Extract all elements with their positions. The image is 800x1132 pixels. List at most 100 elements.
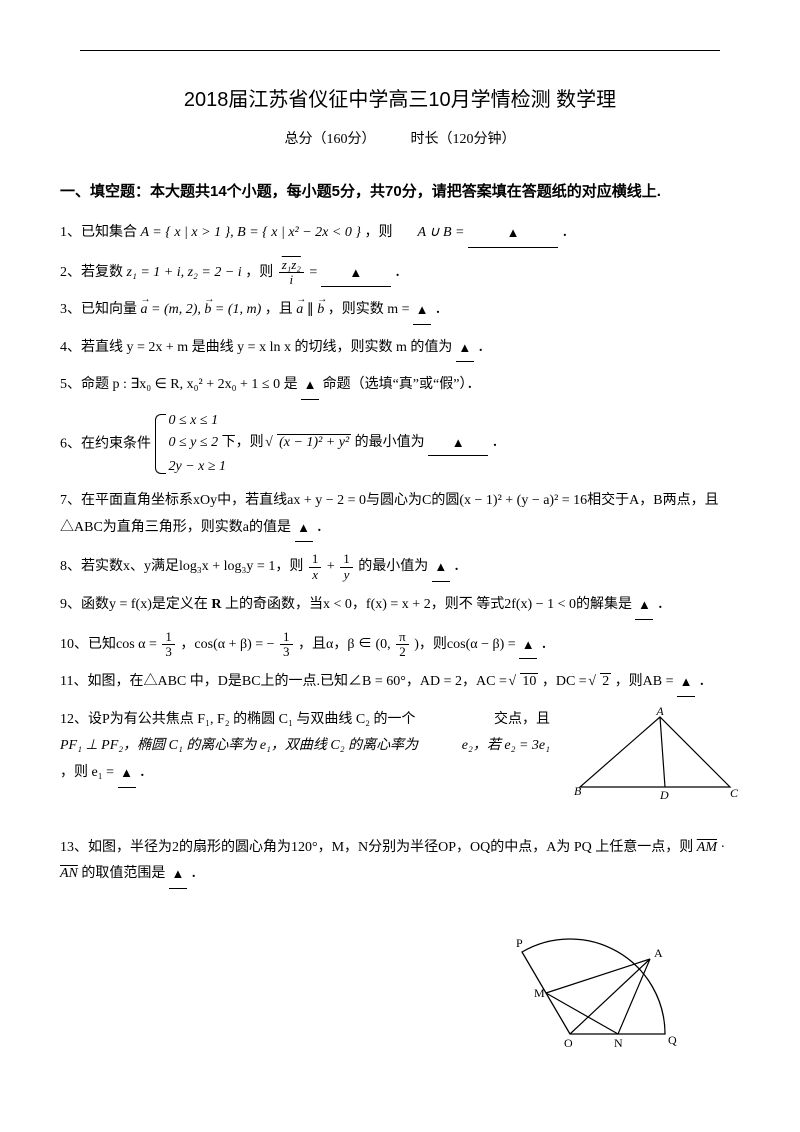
question-5: 5、命题 p : ∃x₀ ∈ R, x₀² + 2x₀ + 1 ≤ 0 是 ▲ …: [60, 372, 740, 400]
question-2: 2、若复数 z₁ = 1 + i, z₂ = 2 − i ，则 z₁z₂ i =…: [60, 258, 740, 288]
answer-marker: ▲: [452, 436, 465, 449]
duration: 时长（120分钟）: [411, 132, 516, 147]
q11-end: ．: [699, 674, 713, 689]
q4-end: ．: [477, 340, 491, 355]
q8-plus: +: [327, 559, 338, 574]
q2-mid: ，则: [245, 265, 277, 280]
question-12: A B C D 12、设P为有公共焦点 F₁, F₂ 的椭圆 C₁ 与双曲线 C…: [60, 707, 740, 807]
answer-marker: ▲: [434, 560, 447, 573]
svg-text:C: C: [730, 786, 739, 800]
q10-f3d: 2: [396, 645, 409, 659]
exam-subhead: 总分（160分） 时长（120分钟）: [60, 127, 740, 154]
q13-vec-am: AM: [697, 840, 717, 855]
q8-f2n: 1: [340, 552, 353, 567]
q10-end: ．: [541, 637, 555, 652]
q1-blank: ▲: [468, 220, 558, 248]
q10-pre: 10、已知cos α =: [60, 637, 160, 652]
q10-f1: 13: [162, 630, 175, 660]
q2-eq: =: [309, 265, 320, 280]
q10-f2n: 1: [280, 630, 293, 645]
q3-mid: ，且: [265, 302, 297, 317]
answer-marker: ▲: [416, 303, 429, 316]
q4-text: 4、若直线 y = 2x + m 是曲线 y = x ln x 的切线，则实数 …: [60, 340, 452, 355]
answer-marker: ▲: [297, 521, 310, 534]
q10-f2d: 3: [280, 645, 293, 659]
answer-marker: ▲: [680, 675, 693, 688]
q13-end: ．: [190, 866, 204, 881]
answer-marker: ▲: [458, 341, 471, 354]
q8-frac2: 1 y: [340, 552, 353, 582]
q2-blank: ▲: [321, 260, 391, 288]
q3-after: ，则实数 m =: [328, 302, 413, 317]
q7-text: 7、在平面直角坐标系xOy中，若直线ax + y − 2 = 0与圆心为C的圆(…: [60, 493, 719, 535]
q2-pre: 2、若复数: [60, 265, 127, 280]
q3-vec-a2: a: [296, 300, 303, 317]
q13-vec-an: AN: [60, 866, 78, 881]
q8-f2d: y: [340, 568, 353, 582]
q11-after: ，则AB =: [615, 674, 677, 689]
q2-den: i: [279, 273, 304, 287]
q8-f1d: x: [309, 568, 322, 582]
q6-end: ．: [492, 435, 506, 450]
q13-pre: 13、如图，半径为2的扇形的圆心角为120°，M，N分别为半径OP，OQ的中点，…: [60, 840, 697, 855]
q13-dot: ·: [721, 840, 726, 855]
q6-c3: 2y − x ≥ 1: [169, 456, 506, 478]
q1-mid: ，则: [364, 225, 396, 240]
question-6: 6、在约束条件 0 ≤ x ≤ 1 0 ≤ y ≤ 2 下，则 (x − 1)²…: [60, 410, 740, 478]
q9-blank: ▲: [635, 592, 653, 620]
figure-triangle-q11: A B C D: [560, 707, 740, 807]
q6-sqrt: (x − 1)² + y²: [267, 432, 351, 454]
q10-f2: 13: [280, 630, 293, 660]
question-10: 10、已知cos α = 13 ，cos(α + β) = − 13 ，且α，β…: [60, 630, 740, 660]
q6-mid: 下，则: [222, 435, 268, 450]
q10-mid3: )，则cos(α − β) =: [414, 637, 519, 652]
figure-sector-q13: P Q O M N A: [510, 899, 710, 1049]
q6-radicand: (x − 1)² + y²: [277, 434, 351, 450]
q8-f1n: 1: [309, 552, 322, 567]
q6-constraints: 0 ≤ x ≤ 1 0 ≤ y ≤ 2 下，则 (x − 1)² + y² 的最…: [155, 410, 506, 478]
q2-complex: z₁ = 1 + i, z₂ = 2 − i: [127, 265, 242, 280]
answer-marker: ▲: [522, 638, 535, 651]
q6-blank: ▲: [428, 432, 488, 455]
svg-text:N: N: [614, 1036, 623, 1049]
svg-text:B: B: [574, 784, 582, 798]
q3-vec-b: b: [204, 300, 211, 317]
q3-vec-b2: b: [317, 300, 324, 317]
q6-c2: 0 ≤ y ≤ 2: [169, 435, 219, 450]
q12-l2a: PF₁ ⊥ PF₂，椭圆 C₁ 的离心率为 e₁，双曲线 C₂ 的离心率为: [60, 738, 418, 753]
q9-R: R: [211, 597, 221, 612]
svg-text:O: O: [564, 1036, 573, 1049]
q9-mid: 上的奇函数，当x < 0，f(x) = x + 2，则不: [225, 597, 473, 612]
q6-c1: 0 ≤ x ≤ 1: [169, 410, 506, 432]
q10-f1d: 3: [162, 645, 175, 659]
figure-q13-wrap: P Q O M N A: [60, 899, 740, 1059]
q7-blank: ▲: [295, 515, 313, 543]
question-9: 9、函数y = f(x)是定义在 R 上的奇函数，当x < 0，f(x) = x…: [60, 592, 740, 620]
svg-text:Q: Q: [668, 1033, 677, 1047]
q12-end: ．: [139, 765, 153, 780]
q12-l2b: e₂，若 e₂ = 3e₁: [462, 733, 550, 760]
q7-end: ．: [316, 520, 330, 535]
q2-end: ．: [394, 265, 408, 280]
q10-f1n: 1: [162, 630, 175, 645]
q12-blank: ▲: [118, 760, 136, 788]
question-13: 13、如图，半径为2的扇形的圆心角为120°，M，N分别为半径OP，OQ的中点，…: [60, 835, 740, 889]
q11-sqrt2: 2: [590, 669, 611, 696]
question-1: 1、已知集合 A = { x | x > 1 }, B = { x | x² −…: [60, 220, 740, 248]
section-1-header: 一、填空题：本大题共14个小题，每小题5分，共70分，请把答案填在答题纸的对应横…: [60, 178, 740, 207]
q3-pre: 3、已知向量: [60, 302, 141, 317]
q11-r2: 2: [600, 673, 611, 689]
q8-blank: ▲: [432, 554, 450, 582]
q13-blank: ▲: [169, 861, 187, 889]
q10-mid1: ，cos(α + β) = −: [180, 637, 278, 652]
q1-end: ．: [562, 225, 576, 240]
q1-pre: 1、已知集合: [60, 225, 141, 240]
q4-blank: ▲: [456, 335, 474, 363]
q8-frac1: 1 x: [309, 552, 322, 582]
question-8: 8、若实数x、y满足log₃x + log₃y = 1，则 1 x + 1 y …: [60, 552, 740, 582]
q6-pre: 6、在约束条件: [60, 436, 155, 451]
exam-title: 2018届江苏省仪征中学高三10月学情检测 数学理: [60, 81, 740, 119]
q8-after: 的最小值为: [358, 559, 428, 574]
q3-vec-a: a: [141, 300, 148, 317]
q11-mid: ，DC =: [542, 674, 590, 689]
